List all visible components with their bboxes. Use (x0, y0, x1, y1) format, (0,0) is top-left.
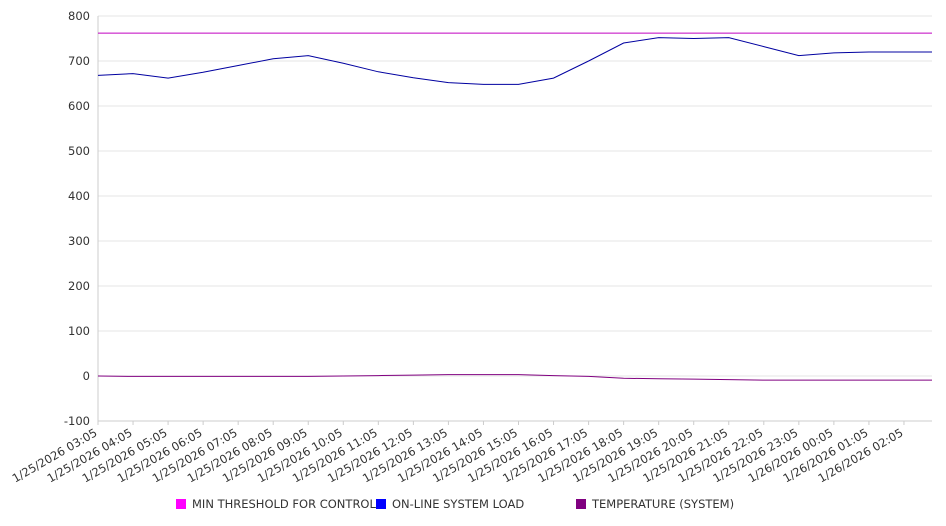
legend-swatch-temperature (576, 499, 586, 509)
y-tick-label: -100 (64, 414, 90, 428)
legend-swatch-min-threshold (176, 499, 186, 509)
legend-item-min-threshold: MIN THRESHOLD FOR CONTROL (176, 497, 376, 511)
series-line-system-load (97, 37, 932, 85)
legend-label-temperature: TEMPERATURE (SYSTEM) (592, 497, 735, 511)
y-tick-label: 700 (68, 54, 90, 68)
legend-label-system-load: ON-LINE SYSTEM LOAD (392, 497, 525, 511)
series-lines (97, 32, 932, 381)
y-tick-label: 500 (68, 144, 90, 158)
axes (97, 16, 932, 425)
y-tick-label: 0 (83, 369, 90, 383)
y-tick-labels: -100 0 100 200 300 400 500 600 700 800 (64, 9, 90, 428)
legend: MIN THRESHOLD FOR CONTROL ON-LINE SYSTEM… (0, 497, 946, 515)
y-tick-label: 300 (68, 234, 90, 248)
legend-item-system-load: ON-LINE SYSTEM LOAD (376, 497, 524, 511)
y-tick-label: 600 (68, 99, 90, 113)
x-tick-labels: 1/25/2026 03:051/25/2026 04:051/25/2026 … (10, 425, 906, 485)
grid-lines (98, 15, 932, 422)
legend-swatch-system-load (376, 499, 386, 509)
y-tick-label: 800 (68, 9, 90, 23)
legend-item-temperature: TEMPERATURE (SYSTEM) (576, 497, 734, 511)
y-tick-label: 400 (68, 189, 90, 203)
y-tick-label: 200 (68, 279, 90, 293)
y-tick-label: 100 (68, 324, 90, 338)
series-line-temperature (97, 374, 932, 381)
legend-label-min-threshold: MIN THRESHOLD FOR CONTROL (192, 497, 376, 511)
